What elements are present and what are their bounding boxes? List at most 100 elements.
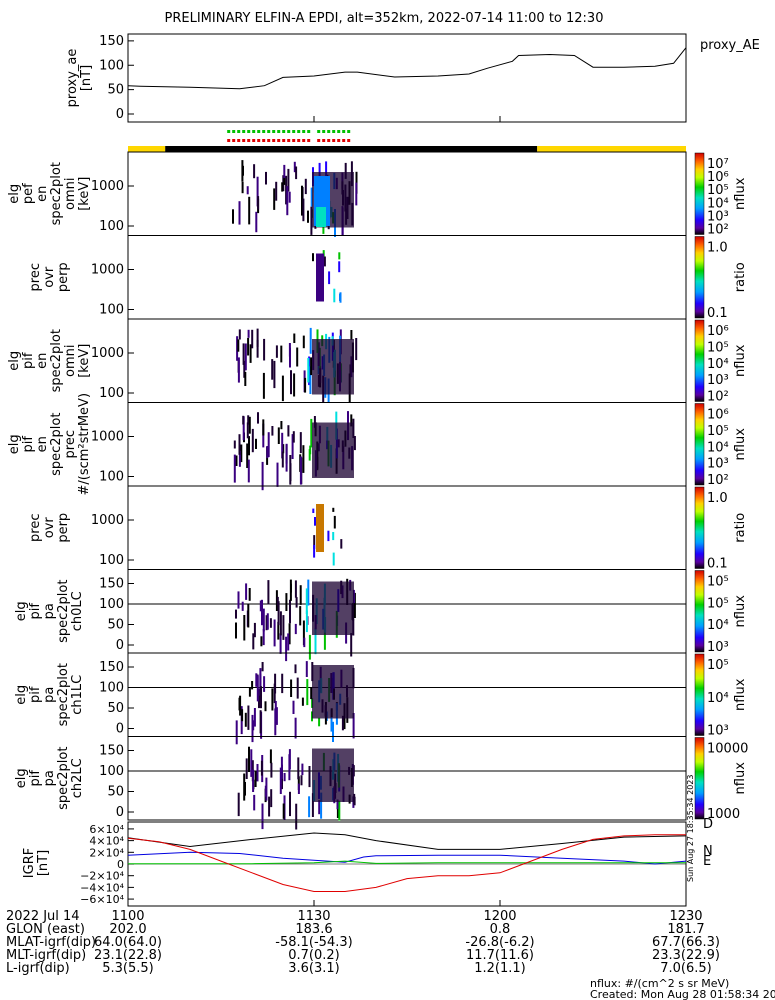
spectrogram-pixel	[310, 206, 313, 235]
spectrogram-ytick-label: 100	[99, 303, 124, 318]
colorbar	[694, 403, 705, 486]
spectrogram-pixel	[266, 446, 269, 459]
spectrogram-pixel	[242, 416, 245, 441]
spectrogram-pixel	[260, 760, 263, 776]
spectrogram-pixel	[310, 357, 313, 376]
mode-bar-red-dash	[227, 139, 231, 142]
spectrogram-pixel	[277, 621, 280, 640]
spectrogram-pixel	[287, 633, 290, 651]
spectrogram-pixel	[244, 712, 247, 727]
footer-row-value: 0.8	[490, 922, 511, 937]
spectrogram-pixel	[294, 623, 297, 635]
colorbar-tick-label: 10⁵	[707, 424, 729, 439]
footer-row-value: 1100	[111, 909, 144, 924]
mode-bar-green-dash	[287, 130, 291, 133]
spectrogram-ytick-label: 50	[107, 618, 124, 633]
footer-row-label: MLT-igrf(dip)	[6, 948, 86, 963]
mode-bar-red-dash	[332, 139, 336, 142]
spectrogram-frame	[127, 485, 687, 570]
spectrogram-pixel	[285, 636, 288, 662]
colorbar	[694, 319, 705, 402]
spectrogram-pixel	[246, 443, 249, 468]
spectrogram-pixel	[295, 803, 298, 830]
colorbar-tick-label: 10²	[707, 223, 729, 238]
mode-bar-red-dash	[317, 139, 321, 142]
spectrogram-pixel	[242, 415, 245, 425]
spectrogram-pixel	[299, 585, 302, 605]
spectrogram-pixel	[318, 717, 321, 727]
colorbar-tick-label: 10³	[707, 373, 729, 388]
spectrogram-pixel	[290, 370, 292, 395]
igrf-line-blue	[127, 851, 687, 865]
spectrogram-pixel	[235, 720, 238, 745]
colorbar	[694, 152, 705, 235]
spectrogram-pixel	[280, 756, 283, 779]
spectrogram-pixel	[306, 679, 309, 706]
mode-bar-red-dash	[272, 139, 276, 142]
spectrogram-pixel	[239, 695, 242, 716]
spectrogram-pixel	[296, 677, 299, 699]
footer-row-value: 11.7(11.6)	[466, 948, 534, 963]
spectrogram-ylabel-line: en	[35, 436, 50, 452]
spectrogram-ylabel-line: ch0LC	[70, 591, 85, 631]
spectrogram-ytick-label: 150	[99, 744, 124, 759]
spectrogram-pixel	[263, 676, 266, 692]
spectrogram-pixel	[299, 606, 302, 626]
spectrogram-pixel	[308, 766, 311, 788]
spectrogram-pixel	[251, 681, 254, 690]
mode-bar-red-dash	[347, 139, 351, 142]
spectrogram-pixel	[313, 416, 316, 428]
spectrogram-pixel	[309, 327, 312, 354]
colorbar-tick-label: 10⁶	[707, 324, 729, 339]
spectrogram-ytick-label: 50	[107, 701, 124, 716]
mode-bar-green-dash	[297, 130, 301, 133]
mode-bar-red-dash	[232, 139, 236, 142]
spectrogram-ytick-label: 50	[107, 785, 124, 800]
spectrogram-pixel	[320, 800, 323, 819]
colorbar	[694, 486, 705, 569]
spectrogram-pixel	[287, 168, 290, 192]
spectrogram-pixel	[297, 783, 300, 794]
spectrogram-ylabel-line: prec	[28, 514, 43, 542]
spectrogram-ylabel-line: elg	[14, 601, 29, 621]
spectrogram-pixel	[241, 181, 244, 194]
spectrogram-pixel	[353, 592, 356, 618]
mode-bar-green-dash	[347, 130, 351, 133]
spectrogram-panels: elg pef en spec2plot omni [keV]100010010⁷10⁶1…	[7, 151, 748, 830]
mode-bar-red-dash	[247, 139, 251, 142]
colorbar-tick-label: 10⁵	[707, 340, 729, 355]
spectrogram-pixel	[279, 611, 282, 636]
mode-bar-red-dash	[262, 139, 266, 142]
spectrogram-pixel	[257, 196, 260, 210]
footer-row-value: 1230	[669, 909, 702, 924]
spectrogram-panel-elg-pif-pa-ch2LC: elg pif pa spec2plot ch2LC 150 100 50 0 10000 1000…	[14, 736, 748, 830]
igrf-ytick-label: −6×10⁴	[80, 893, 124, 906]
colorbar-tick-label: 10⁴	[707, 618, 729, 633]
spectrogram-pixel	[244, 372, 247, 386]
footer-row-label: GLON (east)	[6, 922, 85, 937]
spectrogram-pixel	[340, 539, 343, 549]
spectrogram-pixel	[271, 688, 274, 711]
spectrogram-pixel	[287, 425, 290, 437]
spectrogram-pixel	[289, 599, 291, 624]
spectrogram-ylabel-line: spec2plot	[56, 580, 71, 643]
spectrogram-ylabel-line: omni	[63, 345, 78, 377]
mode-bar-green-dash	[242, 130, 246, 133]
colorbar-tick-label: 10³	[707, 640, 729, 655]
spectrogram-pixel	[332, 532, 335, 541]
spectrogram-pixel	[295, 166, 298, 180]
spectrogram-pixel	[277, 601, 280, 626]
igrf-ytick-label: 6×10⁴	[89, 823, 124, 836]
spectrogram-pixel	[281, 432, 284, 459]
spectrogram-pixel	[312, 508, 315, 513]
spectrogram-pixel	[245, 583, 248, 600]
spectrogram-ylabel-line: ovr	[42, 266, 57, 288]
mode-bar-red-dash	[337, 139, 341, 142]
spectrogram-pixel	[249, 344, 252, 363]
ratio-streak	[316, 253, 324, 302]
mode-bar-green-dash	[247, 130, 251, 133]
igrf-ytick-label: 2×10⁴	[89, 846, 124, 859]
footer-row-value: 202.0	[109, 922, 146, 937]
spectrogram-pixel	[251, 329, 254, 349]
spectrogram-pixel	[292, 431, 295, 443]
